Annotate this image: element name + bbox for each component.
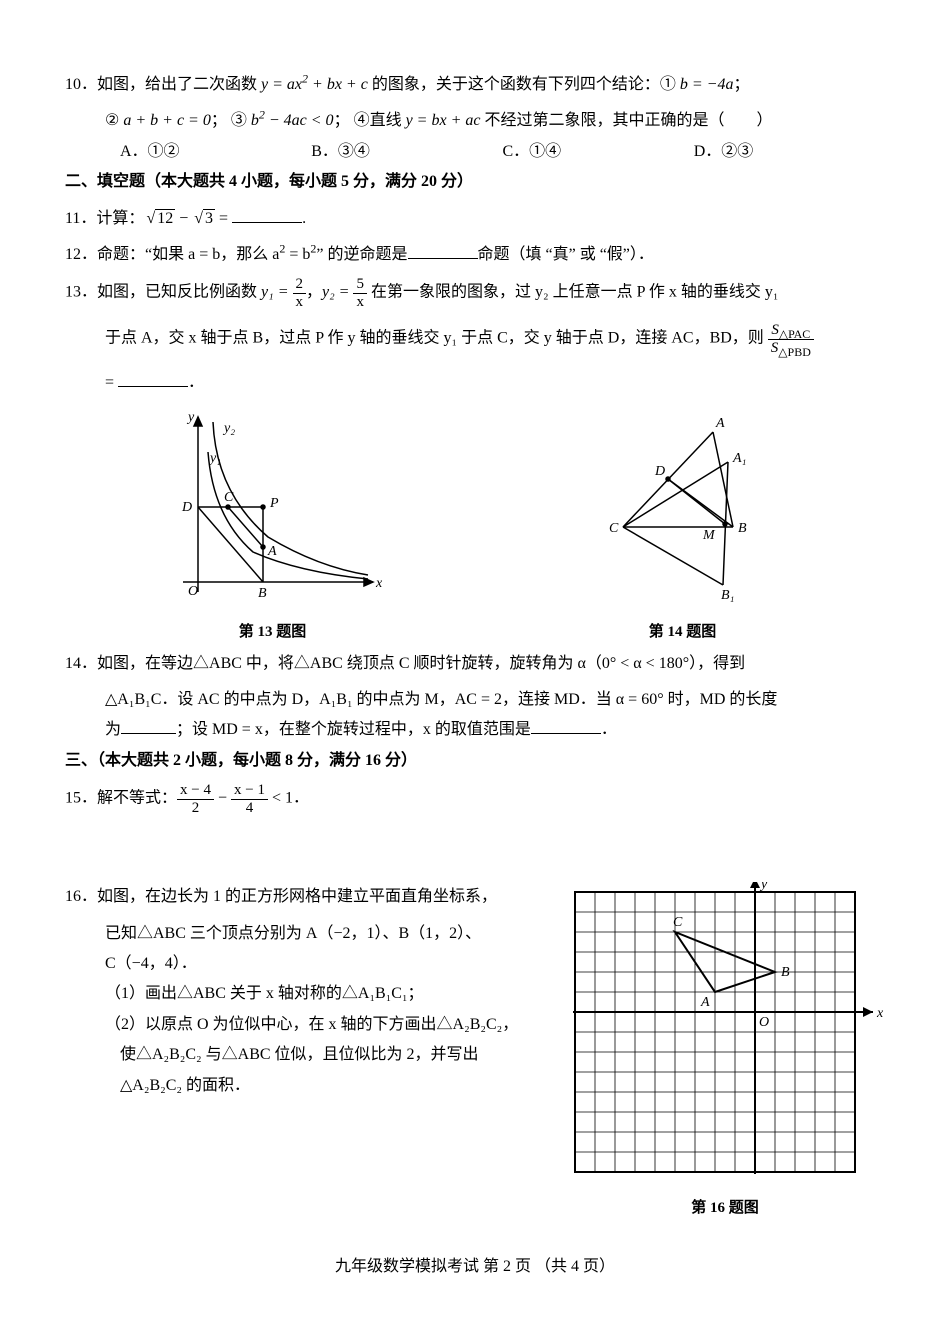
q15: 15．解不等式：x − 42 − x − 14 < 1． [65,782,885,816]
q15-frac2: x − 14 [231,782,268,816]
svg-text:B: B [781,965,790,980]
q13-blank [118,369,188,388]
svg-text:A: A [267,544,277,559]
svg-text:O: O [188,584,198,599]
svg-text:y: y [186,410,195,425]
q10-opt-a: A．①② [120,137,311,167]
q10-num: 10． [65,76,97,93]
q11: 11．计算：12 − 3 = . [65,204,885,234]
q12-num: 12． [65,246,97,263]
q13: 13．如图，已知反比例函数 y₁ = 2x，y₂ = 5x 在第一象限的图象，过… [65,276,885,310]
svg-text:A: A [700,995,710,1010]
q14-blank2 [531,716,601,735]
q10: 10．如图，给出了二次函数 y = ax2 + bx + c 的图象，关于这个函… [65,70,885,100]
q16-row: 16．如图，在边长为 1 的正方形网格中建立平面直角坐标系， 已知△ABC 三个… [65,882,885,1222]
q16-sub2b: 使△A₂B₂C₂ 与△ABC 位似，且位似比为 2，并写出 [65,1040,547,1070]
q11-blank [232,204,302,223]
q12-blank [408,240,478,259]
q16-figure: Ox y A B C 第 16 题图 [565,882,885,1222]
svg-text:y₁: y₁ [208,451,221,466]
q14-line3: 为；设 MD = x，在整个旋转过程中，x 的取值范围是． [65,715,885,745]
svg-text:M: M [702,528,716,543]
svg-text:B: B [738,521,747,536]
q16-line3: C（−4，4）． [65,949,547,979]
svg-text:D: D [654,464,665,479]
q13-frac1: 2x [293,276,307,310]
svg-text:A: A [715,416,725,431]
q14: 14．如图，在等边△ABC 中，将△ABC 绕顶点 C 顺时针旋转，旋转角为 α… [65,649,885,679]
q10-concl1: b = −4a [680,76,734,93]
q10-stem-a: 如图，给出了二次函数 [97,76,261,93]
svg-text:C: C [673,915,683,930]
svg-text:C: C [224,490,234,505]
q14-line2: △A₁B₁C．设 AC 的中点为 D，A₁B₁ 的中点为 M，AC = 2，连接… [65,685,885,715]
svg-text:O: O [759,1015,769,1030]
page-footer: 九年级数学模拟考试 第 2 页 （共 4 页） [65,1252,885,1282]
section-3-heading: 三、（本大题共 2 小题，每小题 8 分，满分 16 分） [65,746,885,776]
section-2-heading: 二、填空题（本大题共 4 小题，每小题 5 分，满分 20 分） [65,167,885,197]
svg-text:x: x [375,576,383,591]
sqrt-12: 12 [144,204,175,234]
q15-frac1: x − 42 [177,782,214,816]
q13-line3: = ． [65,368,885,398]
q13-figure: O B A P C D x y y₁ y₂ 第 13 题图 [158,407,388,647]
q14-figcap: 第 14 题图 [573,618,793,647]
q10-line2: ② a + b + c = 0； ③ b2 − 4ac < 0； ④直线 y =… [65,106,885,136]
q13-figcap: 第 13 题图 [158,618,388,647]
q10-stem-b: 的图象，关于这个函数有下列四个结论：① [368,76,680,93]
q16-sub2a: （2）以原点 O 为位似中心，在 x 轴的下方画出△A₂B₂C₂， [65,1010,547,1040]
q14-num: 14． [65,655,97,672]
svg-text:C: C [609,521,619,536]
svg-text:y: y [759,882,768,892]
q10-formula1: y = ax2 + bx + c [261,76,368,93]
q13-num: 13． [65,284,97,301]
q10-options: A．①② B．③④ C．①④ D．②③ [65,137,885,167]
q15-num: 15． [65,790,97,807]
q13-line2: 于点 A，交 x 轴于点 B，过点 P 作 y 轴的垂线交 y₁ 于点 C，交 … [65,322,885,356]
q12: 12．命题：“如果 a = b，那么 a2 = b2” 的逆命题是命题（填 “真… [65,240,885,270]
q13-frac2: 5x [353,276,367,310]
svg-text:D: D [181,500,192,515]
q13-ratio: S△PACS△PBD [768,322,814,356]
figure-row-13-14: O B A P C D x y y₁ y₂ 第 13 题图 [65,407,885,647]
q16-sub1: （1）画出△ABC 关于 x 轴对称的△A₁B₁C₁； [65,979,547,1009]
q16-figcap: 第 16 题图 [565,1194,885,1223]
q10-opt-b: B．③④ [311,137,502,167]
q14-figure: A A₁ B B₁ C D M 第 14 题图 [573,407,793,647]
svg-text:B₁: B₁ [721,588,734,603]
q16-sub2c: △A₂B₂C₂ 的面积． [65,1071,547,1101]
q16-line2: 已知△ABC 三个顶点分别为 A（−2，1）、B（1，2）、 [65,919,547,949]
q16-num: 16． [65,888,97,905]
q11-num: 11． [65,210,96,227]
svg-text:x: x [876,1006,884,1021]
svg-text:P: P [269,496,279,511]
svg-text:A₁: A₁ [732,451,746,466]
q16: 16．如图，在边长为 1 的正方形网格中建立平面直角坐标系， [65,882,547,912]
q10-opt-d: D．②③ [694,137,885,167]
svg-text:B: B [258,586,267,601]
sqrt-3: 3 [192,204,215,234]
q10-opt-c: C．①④ [503,137,694,167]
svg-text:y₂: y₂ [222,421,235,436]
q14-blank1 [121,716,176,735]
